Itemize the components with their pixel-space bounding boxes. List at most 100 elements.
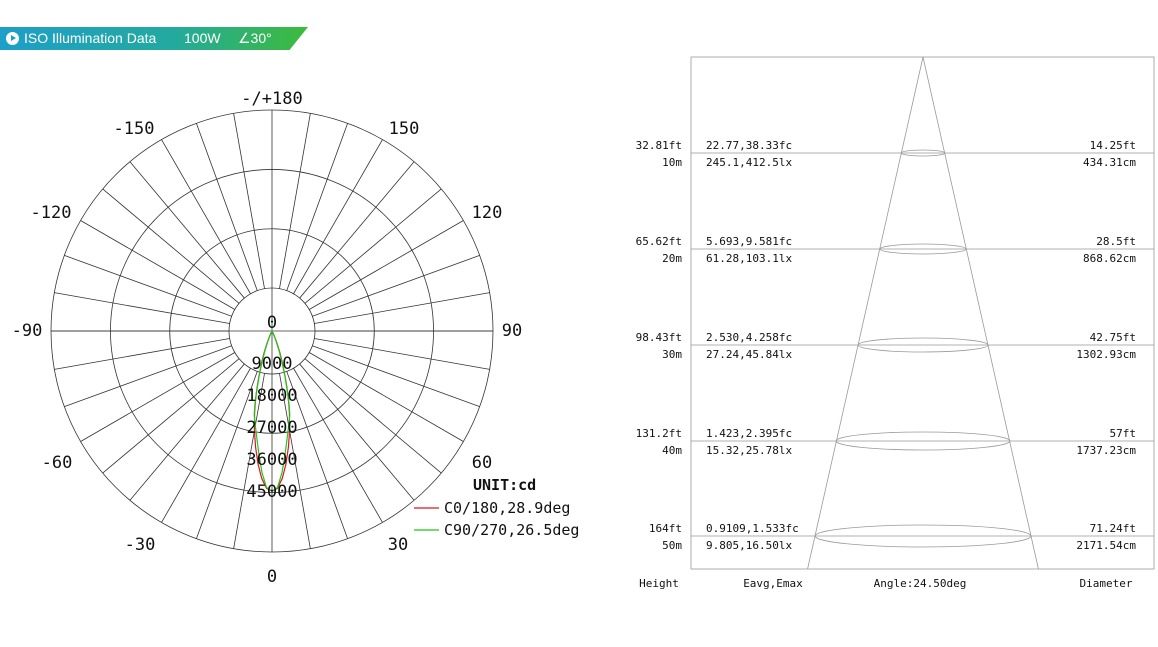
grid-spoke — [314, 338, 490, 370]
grid-spoke — [299, 161, 415, 299]
banner-angle: ∠30° — [238, 30, 272, 46]
radial-tick-label: 27000 — [246, 418, 297, 438]
grid-spoke — [161, 368, 251, 523]
radial-tick-label: 45000 — [246, 482, 297, 502]
illuminance-lx: 245.1,412.5lx — [706, 156, 792, 169]
illuminance-fc: 22.77,38.33fc — [706, 139, 792, 152]
diameter-ft: 42.75ft — [1090, 331, 1136, 344]
angle-label: -/+180 — [241, 89, 302, 109]
grid-spoke — [309, 220, 464, 310]
diameter-cm: 1737.23cm — [1076, 444, 1136, 457]
grid-spoke — [314, 292, 490, 324]
grid-spoke — [80, 352, 235, 442]
illuminance-lx: 27.24,45.84lx — [706, 348, 792, 361]
illuminance-fc: 1.423,2.395fc — [706, 427, 792, 440]
illuminance-fc: 0.9109,1.533fc — [706, 522, 799, 535]
series-curve-c90 — [253, 329, 291, 492]
diameter-cm: 2171.54cm — [1076, 539, 1136, 552]
angle-label: -30 — [125, 535, 156, 555]
diameter-ft: 71.24ft — [1090, 522, 1136, 535]
header-diameter: Diameter — [1080, 577, 1133, 590]
angle-label: 90 — [502, 321, 522, 341]
beam-ellipse — [879, 243, 967, 255]
beam-ellipse — [814, 524, 1032, 548]
height-ft: 98.43ft — [636, 331, 682, 344]
angle-label: 60 — [472, 453, 492, 473]
center-label: 0 — [267, 313, 277, 333]
angle-label: 120 — [472, 203, 503, 223]
grid-spoke — [304, 358, 442, 474]
beam-ellipse — [857, 337, 989, 353]
polar-intensity-chart: -/+180 150 120 90 60 30 0 -30 -60 -90 -120 -150 0 900… — [12, 89, 580, 587]
grid-spoke — [102, 188, 240, 304]
diameter-cm: 1302.93cm — [1076, 348, 1136, 361]
grid-spoke — [309, 352, 464, 442]
grid-spoke — [304, 188, 442, 304]
radial-tick-label: 18000 — [246, 386, 297, 406]
grid-spoke — [279, 373, 311, 549]
grid-spoke — [286, 123, 348, 291]
angle-label: 150 — [389, 119, 420, 139]
height-m: 30m — [662, 348, 682, 361]
grid-spoke — [233, 373, 265, 549]
grid-spoke — [80, 220, 235, 310]
angle-label: -60 — [42, 453, 73, 473]
play-circle-icon — [6, 32, 19, 45]
banner-power: 100W — [184, 30, 221, 46]
height-ft: 131.2ft — [636, 427, 682, 440]
grid-spoke — [196, 371, 258, 539]
height-ft: 164ft — [649, 522, 682, 535]
diameter-cm: 868.62cm — [1083, 252, 1136, 265]
grid-spoke — [286, 371, 348, 539]
cone-frame — [690, 56, 1155, 570]
grid-spoke — [64, 255, 232, 317]
height-m: 50m — [662, 539, 682, 552]
header-height: Height — [639, 577, 679, 590]
header-angle: Angle:24.50deg — [874, 577, 967, 590]
grid-spoke — [293, 139, 383, 294]
grid-spoke — [196, 123, 258, 291]
cone-side-left — [807, 56, 924, 570]
grid-spoke — [312, 345, 480, 407]
grid-spoke — [312, 255, 480, 317]
angle-label: 30 — [388, 535, 408, 555]
illuminance-lx: 15.32,25.78lx — [706, 444, 792, 457]
illuminance-fc: 2.530,4.258fc — [706, 331, 792, 344]
grid-spoke — [299, 363, 415, 501]
height-m: 40m — [662, 444, 682, 457]
unit-label: UNIT:cd — [473, 476, 536, 494]
legend-label: C90/270,26.5deg — [444, 521, 579, 539]
banner-title: ISO Illumination Data — [24, 30, 157, 46]
grid-spoke — [279, 113, 311, 289]
diameter-ft: 14.25ft — [1090, 139, 1136, 152]
grid-spoke — [64, 345, 232, 407]
illuminance-lx: 9.805,16.50lx — [706, 539, 792, 552]
cone-side-right — [922, 56, 1039, 570]
diameter-ft: 57ft — [1110, 427, 1137, 440]
grid-spoke — [129, 363, 245, 501]
grid-spoke — [54, 292, 230, 324]
beam-ellipse — [900, 149, 946, 157]
angle-label: -90 — [12, 321, 43, 341]
diameter-cm: 434.31cm — [1083, 156, 1136, 169]
height-m: 20m — [662, 252, 682, 265]
height-m: 10m — [662, 156, 682, 169]
legend-label: C0/180,28.9deg — [444, 499, 570, 517]
grid-spoke — [293, 368, 383, 523]
height-ft: 65.62ft — [636, 235, 682, 248]
radial-tick-label: 9000 — [252, 354, 293, 374]
angle-label: -150 — [114, 119, 155, 139]
grid-spoke — [233, 113, 265, 289]
angle-label: 0 — [267, 567, 277, 587]
illuminance-lx: 61.28,103.1lx — [706, 252, 792, 265]
illuminance-fc: 5.693,9.581fc — [706, 235, 792, 248]
grid-spoke — [102, 358, 240, 474]
grid-spoke — [54, 338, 230, 370]
beam-ellipse — [835, 431, 1011, 451]
radial-tick-label: 36000 — [246, 450, 297, 470]
height-ft: 32.81ft — [636, 139, 682, 152]
header-banner: ISO Illumination Data 100W ∠30° — [0, 27, 308, 50]
header-eavg: Eavg,Emax — [743, 577, 803, 590]
grid-spoke — [129, 161, 245, 299]
grid-spoke — [161, 139, 251, 294]
